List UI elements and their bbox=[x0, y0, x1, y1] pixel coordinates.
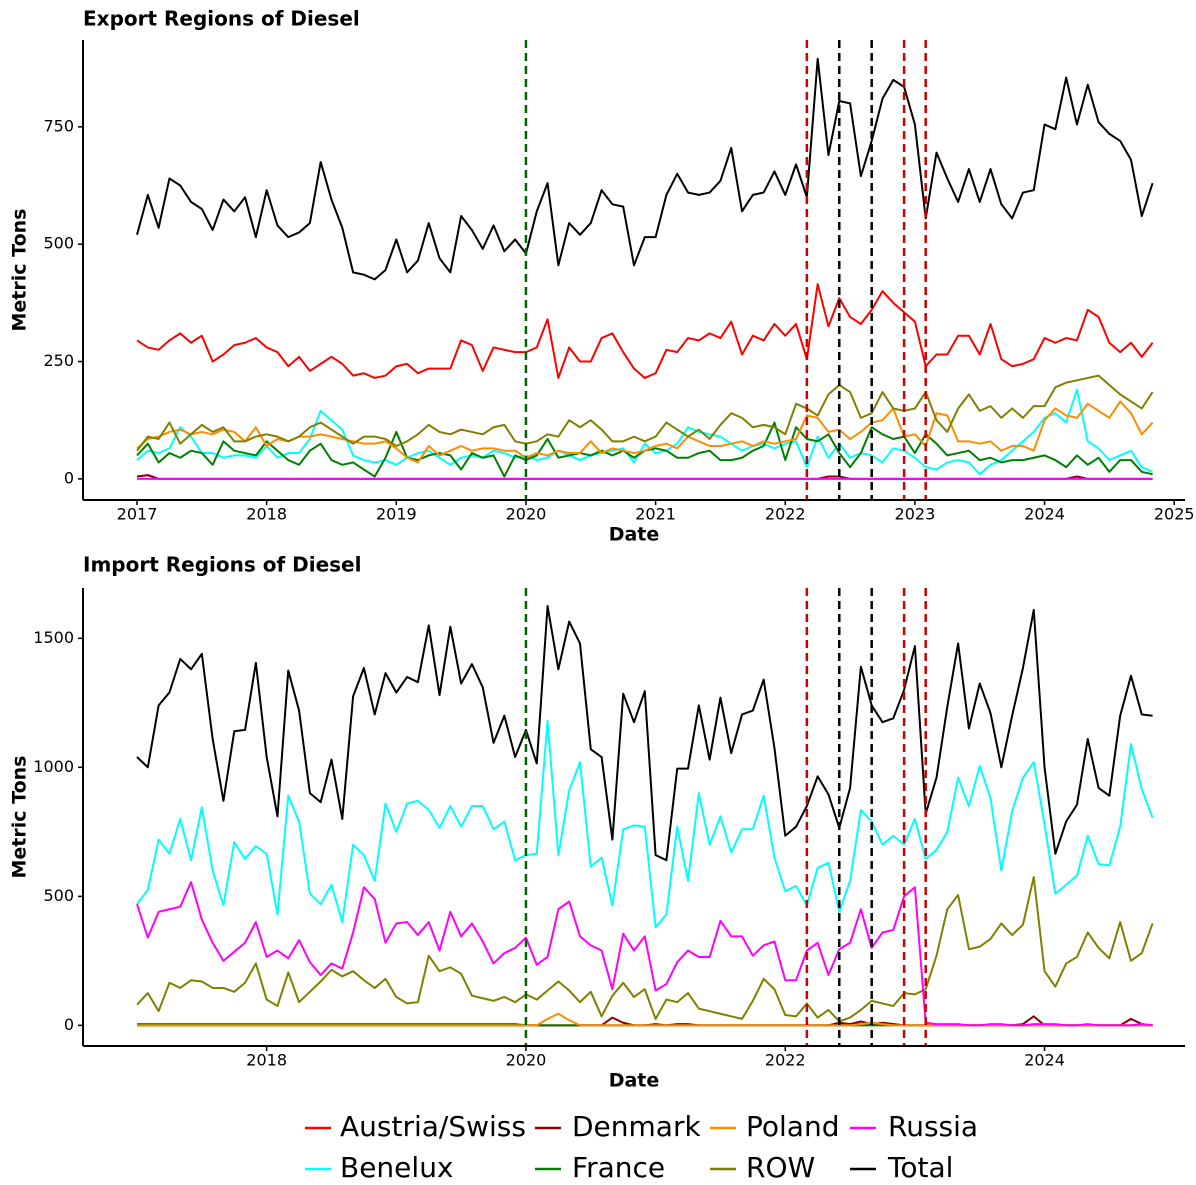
legend-label: ROW bbox=[746, 1151, 815, 1184]
x-tick-label: 2025 bbox=[1154, 505, 1195, 524]
x-tick-label: 2018 bbox=[246, 505, 287, 524]
series-line bbox=[136, 388, 1153, 476]
x-tick-label: 2021 bbox=[635, 505, 676, 524]
y-tick-label: 750 bbox=[43, 116, 74, 135]
legend-label: Denmark bbox=[572, 1110, 701, 1143]
y-tick-label: 500 bbox=[43, 234, 74, 253]
legend-label: Benelux bbox=[340, 1151, 454, 1184]
x-axis-title: Date bbox=[609, 524, 660, 546]
y-tick-label: 0 bbox=[64, 1015, 74, 1034]
legend-label: Poland bbox=[746, 1110, 839, 1143]
x-tick-label: 2022 bbox=[765, 1051, 806, 1070]
x-tick-label: 2023 bbox=[895, 505, 936, 524]
x-tick-label: 2020 bbox=[506, 505, 547, 524]
x-tick-label: 2017 bbox=[117, 505, 158, 524]
series-line bbox=[136, 57, 1154, 281]
series-line bbox=[136, 374, 1154, 452]
x-tick-label: 2018 bbox=[246, 1051, 287, 1070]
chart-title: Import Regions of Diesel bbox=[83, 553, 361, 577]
x-axis-title: Date bbox=[609, 1070, 660, 1092]
legend-label: Austria/Swiss bbox=[340, 1110, 526, 1143]
x-tick-label: 2022 bbox=[765, 505, 806, 524]
x-tick-label: 2019 bbox=[376, 505, 417, 524]
series-line bbox=[136, 605, 1153, 862]
series-line bbox=[136, 283, 1154, 379]
legend-label: France bbox=[572, 1151, 665, 1184]
y-axis-title: Metric Tons bbox=[9, 209, 31, 332]
y-tick-label: 1000 bbox=[33, 757, 74, 776]
legend-label: Total bbox=[887, 1151, 953, 1184]
x-tick-label: 2024 bbox=[1024, 1051, 1065, 1070]
y-tick-label: 500 bbox=[43, 886, 74, 905]
legend-label: Russia bbox=[888, 1110, 978, 1143]
series-line bbox=[136, 719, 1154, 929]
y-tick-label: 250 bbox=[43, 351, 74, 370]
y-tick-label: 1500 bbox=[33, 628, 74, 647]
chart-title: Export Regions of Diesel bbox=[83, 7, 360, 31]
series-line bbox=[136, 400, 1154, 464]
x-tick-label: 2020 bbox=[506, 1051, 547, 1070]
x-tick-label: 2024 bbox=[1024, 505, 1065, 524]
y-tick-label: 0 bbox=[64, 468, 74, 487]
series-line bbox=[136, 881, 1153, 1027]
y-axis-title: Metric Tons bbox=[9, 756, 31, 879]
series-line bbox=[136, 875, 1154, 1023]
